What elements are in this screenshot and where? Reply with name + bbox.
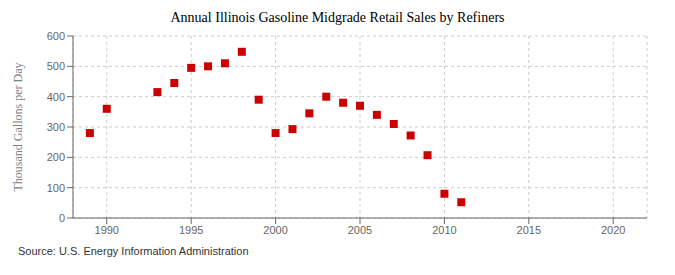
svg-text:2010: 2010 (432, 224, 456, 236)
svg-text:400: 400 (47, 91, 65, 103)
html-text:Source: U.S. Energy Informatio: Source: U.S. Energy Information Administ… (18, 245, 249, 257)
svg-text:2015: 2015 (517, 224, 541, 236)
svg-text:0: 0 (59, 212, 65, 224)
svg-text:2000: 2000 (263, 224, 287, 236)
svg-text:1990: 1990 (95, 224, 119, 236)
html-text:Annual Illinois Gasoline Midgr: Annual Illinois Gasoline Midgrade Retail… (170, 10, 505, 25)
svg-text:2005: 2005 (348, 224, 372, 236)
svg-text:200: 200 (47, 151, 65, 163)
svg-text:2020: 2020 (601, 224, 625, 236)
svg-text:1995: 1995 (179, 224, 203, 236)
svg-text:Thousand Gallons per Day: Thousand Gallons per Day (11, 63, 25, 192)
svg-text:600: 600 (47, 30, 65, 42)
svg-text:100: 100 (47, 182, 65, 194)
svg-text:300: 300 (47, 121, 65, 133)
svg-text:500: 500 (47, 60, 65, 72)
